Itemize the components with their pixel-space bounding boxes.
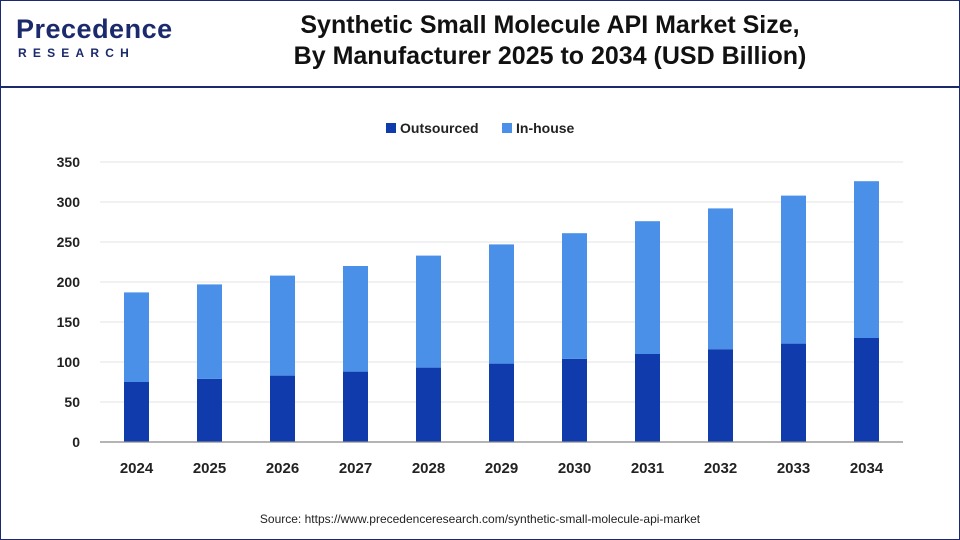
y-tick-label: 350 (57, 154, 81, 170)
bar-in-house-2031 (635, 221, 660, 354)
x-tick-label: 2027 (339, 460, 372, 477)
x-tick-label: 2032 (704, 460, 737, 477)
legend-label-outsourced: Outsourced (400, 120, 479, 136)
y-tick-label: 250 (57, 234, 81, 250)
chart-title-line2: By Manufacturer 2025 to 2034 (USD Billio… (293, 42, 807, 70)
bar-outsourced-2028 (416, 367, 441, 442)
logo-text: Precedence (16, 14, 173, 44)
x-tick-label: 2033 (777, 460, 810, 477)
bar-in-house-2026 (270, 275, 295, 376)
bar-in-house-2025 (197, 284, 222, 379)
x-tick-label: 2031 (631, 460, 664, 477)
y-tick-label: 200 (57, 274, 81, 290)
bar-in-house-2027 (343, 266, 368, 372)
header: Precedence RESEARCH Synthetic Small Mole… (0, 0, 960, 88)
logo-subtext: RESEARCH (18, 46, 135, 60)
bar-in-house-2032 (708, 208, 733, 350)
legend-swatch-in-house (502, 123, 512, 133)
source-note: Source: https://www.precedenceresearch.c… (259, 512, 701, 526)
x-tick-label: 2026 (266, 460, 299, 477)
x-tick-label: 2024 (120, 460, 154, 477)
bar-outsourced-2032 (708, 349, 733, 442)
y-tick-label: 0 (72, 434, 80, 450)
x-tick-label: 2028 (412, 460, 445, 477)
bar-outsourced-2030 (562, 358, 587, 442)
chart-title: Synthetic Small Molecule API Market Size… (250, 10, 850, 72)
bar-outsourced-2031 (635, 354, 660, 442)
brand-logo: Precedence RESEARCH (16, 14, 172, 66)
bar-in-house-2030 (562, 233, 587, 359)
x-tick-label: 2025 (193, 460, 226, 477)
x-tick-label: 2030 (558, 460, 591, 477)
y-tick-label: 300 (57, 194, 81, 210)
bar-in-house-2028 (416, 255, 441, 368)
bar-in-house-2034 (854, 181, 879, 338)
y-tick-label: 50 (64, 394, 80, 410)
bar-in-house-2033 (781, 195, 806, 344)
bar-outsourced-2026 (270, 375, 295, 442)
x-tick-label: 2034 (850, 460, 884, 477)
legend-swatch-outsourced (386, 123, 396, 133)
bar-outsourced-2024 (124, 382, 149, 442)
bar-outsourced-2025 (197, 378, 222, 442)
x-tick-label: 2029 (485, 460, 518, 477)
chart-title-line1: Synthetic Small Molecule API Market Size… (300, 11, 800, 39)
bar-outsourced-2027 (343, 371, 368, 442)
bar-outsourced-2029 (489, 363, 514, 442)
bar-in-house-2024 (124, 292, 149, 382)
bar-in-house-2029 (489, 244, 514, 364)
bar-outsourced-2034 (854, 338, 879, 442)
bar-outsourced-2033 (781, 343, 806, 442)
y-tick-label: 150 (57, 314, 81, 330)
legend-label-in-house: In-house (516, 120, 575, 136)
y-tick-label: 100 (57, 354, 81, 370)
stacked-bar-chart: 0 50 100 150 200 250 300 350 2024 2025 2026 2027 202… (57, 120, 903, 477)
